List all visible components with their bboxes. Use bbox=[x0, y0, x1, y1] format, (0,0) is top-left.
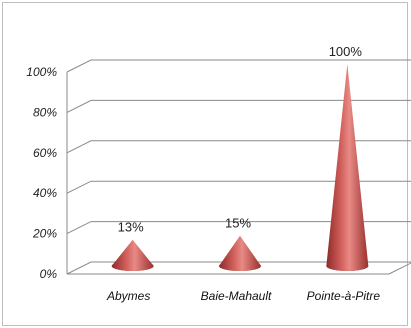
category-label: Baie-Mahault bbox=[201, 289, 272, 303]
data-label: 100% bbox=[329, 44, 363, 59]
cones bbox=[111, 64, 369, 271]
gridline bbox=[66, 180, 411, 194]
floor-side-edge bbox=[388, 262, 411, 275]
category-label: Pointe-à-Pitre bbox=[307, 289, 381, 303]
cone-bar bbox=[219, 235, 261, 271]
data-labels: 13% 15% 100% bbox=[118, 44, 363, 235]
gridline bbox=[66, 221, 411, 235]
category-labels: Abymes Baie-Mahault Pointe-à-Pitre bbox=[106, 289, 380, 303]
cone-bar bbox=[326, 64, 369, 271]
y-tick-label: 80% bbox=[33, 105, 57, 119]
y-tick-label: 20% bbox=[32, 227, 57, 241]
y-tick-label: 100% bbox=[26, 65, 57, 79]
y-tick-labels: 0% 20% 40% 60% 80% 100% bbox=[26, 65, 57, 281]
data-label: 13% bbox=[118, 220, 144, 235]
gridline bbox=[66, 59, 411, 73]
y-tick-label: 40% bbox=[33, 186, 57, 200]
category-label: Abymes bbox=[106, 289, 150, 303]
cone-bar bbox=[111, 239, 154, 271]
gridline bbox=[66, 261, 411, 275]
data-label: 15% bbox=[225, 216, 251, 231]
gridline bbox=[66, 99, 411, 113]
gridlines bbox=[66, 59, 411, 275]
y-tick-label: 0% bbox=[40, 267, 58, 281]
gridline bbox=[66, 140, 411, 154]
axes bbox=[66, 72, 411, 275]
y-tick-label: 60% bbox=[33, 146, 57, 160]
